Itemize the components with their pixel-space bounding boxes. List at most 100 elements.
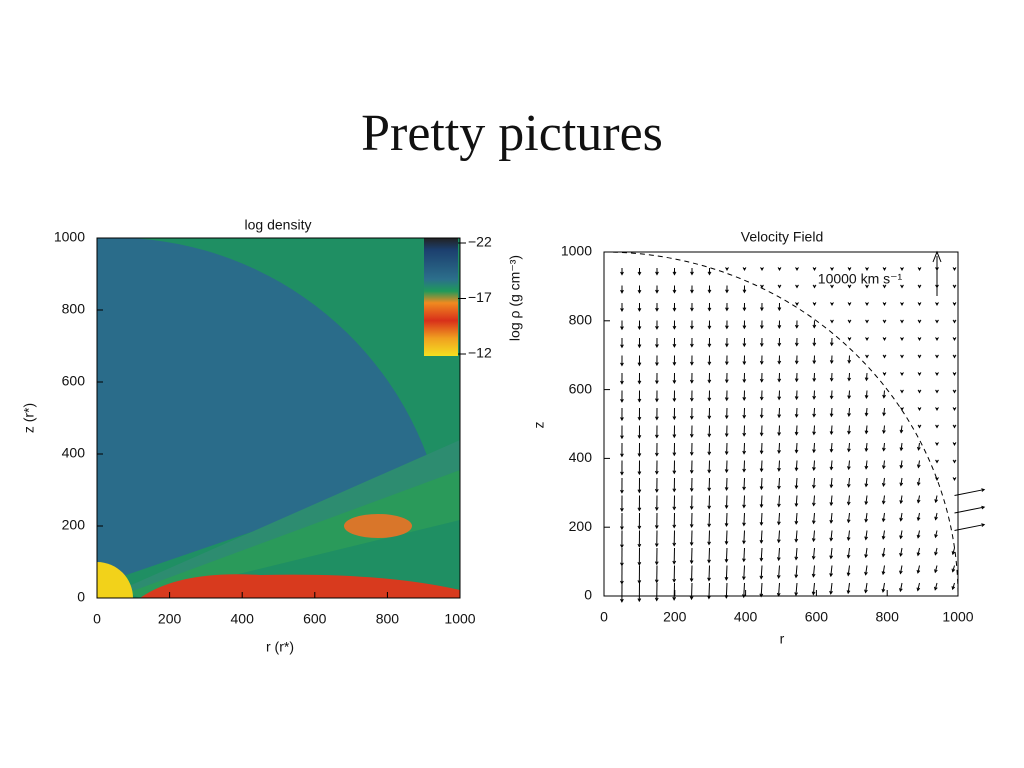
scale-annotation: 10000 km s⁻¹ [818, 271, 903, 287]
arrow-head [794, 556, 799, 561]
arrow-head [707, 415, 712, 420]
arrow-shaft [934, 530, 938, 538]
arrow-shaft [882, 530, 885, 539]
arrow-shaft [708, 547, 710, 563]
arrow-head [864, 483, 869, 488]
arrow-head [672, 524, 677, 529]
x-tick-label: 0 [600, 609, 608, 625]
arrow-head [637, 543, 642, 548]
arrow-head [882, 412, 886, 417]
arrow-shaft [778, 547, 780, 561]
arrow-head [794, 413, 799, 418]
arrow-shaft [778, 530, 780, 543]
arrow-head [672, 470, 677, 475]
arrow-head [760, 325, 764, 330]
y-tick-label: 600 [569, 380, 593, 396]
arrow-shaft [917, 582, 920, 591]
arrow-shaft [778, 460, 780, 471]
arrow-head [794, 503, 799, 508]
arrow-head [917, 319, 922, 324]
arrow-head [689, 488, 694, 492]
arrow-shaft [813, 477, 815, 488]
arrow-shaft [917, 512, 920, 521]
arrow-shaft [935, 495, 938, 503]
arrow-head [812, 378, 817, 383]
arrow-head [690, 289, 694, 294]
arrow-head [882, 267, 887, 272]
arrow-head [882, 372, 887, 377]
arrow-head [654, 507, 659, 511]
figure-title: Velocity Field [741, 229, 823, 245]
arrow-shaft [917, 530, 920, 538]
arrow-head [777, 396, 782, 401]
y-tick-label: 1000 [561, 243, 592, 259]
arrow-shaft [882, 582, 885, 592]
y-tick-label: 0 [584, 587, 592, 603]
arrow-shaft [848, 425, 850, 434]
arrow-head [742, 343, 747, 348]
arrow-head [917, 354, 922, 359]
arrow-shaft [813, 512, 815, 524]
arrow-head [637, 344, 642, 349]
arrow-head [742, 486, 746, 491]
arrow-head [900, 372, 904, 377]
arrow-head [707, 343, 712, 348]
arrow-head [952, 354, 957, 359]
arrow-head [916, 464, 921, 469]
arrow-head [794, 342, 799, 347]
arrow-head [829, 413, 834, 418]
colorbar-tick-label: −22 [468, 234, 492, 250]
arrow-head [759, 521, 764, 526]
arrow-head [620, 508, 624, 512]
arrow-head [934, 551, 938, 556]
arrow-head [742, 307, 747, 312]
arrow-shaft [865, 460, 868, 469]
arrow-head [637, 326, 642, 331]
y-tick-label: 0 [77, 589, 85, 605]
arrow-head [777, 432, 781, 437]
arrow-head [725, 325, 729, 330]
arrow-head [951, 586, 956, 591]
x-tick-label: 200 [158, 611, 182, 627]
arrow-shaft [812, 582, 815, 595]
arrow-head [742, 522, 746, 527]
arrow-shaft [743, 547, 745, 562]
arrow-head [777, 325, 782, 329]
arrow-head [672, 361, 677, 366]
arrow-head [620, 453, 624, 458]
arrow-head [725, 343, 729, 348]
arrow-head [655, 344, 659, 349]
arrow-head [864, 395, 869, 399]
arrow-head [654, 597, 659, 602]
arrow-head [690, 343, 694, 348]
arrow-head [846, 537, 851, 542]
arrow-head [981, 523, 986, 527]
arrow-head [847, 319, 852, 324]
arrow-head [882, 354, 887, 359]
arrow-head [847, 267, 852, 272]
arrow-head [724, 469, 729, 474]
arrow-shaft [900, 442, 903, 451]
arrow-head [794, 467, 799, 472]
arrow-shaft [830, 547, 833, 559]
arrow-shaft [847, 512, 850, 523]
arrow-head [690, 361, 694, 366]
arrow-head [777, 378, 782, 383]
arrow-head [935, 389, 939, 394]
arrow-shaft [865, 512, 868, 522]
x-tick-label: 1000 [444, 611, 475, 627]
arrow-head [900, 407, 904, 412]
arrow-head [759, 539, 764, 544]
arrow-head [672, 271, 677, 276]
arrow-head [655, 307, 659, 312]
arrow-head [865, 319, 869, 324]
arrow-shaft [760, 565, 763, 579]
arrow-head [689, 415, 694, 420]
arrow-head [742, 450, 747, 455]
arrow-head [864, 571, 868, 576]
arrow-head [829, 466, 834, 471]
arrow-shaft [760, 460, 763, 472]
arrow-head [829, 484, 834, 489]
arrow-head [917, 372, 922, 377]
arrow-shaft [954, 506, 985, 514]
